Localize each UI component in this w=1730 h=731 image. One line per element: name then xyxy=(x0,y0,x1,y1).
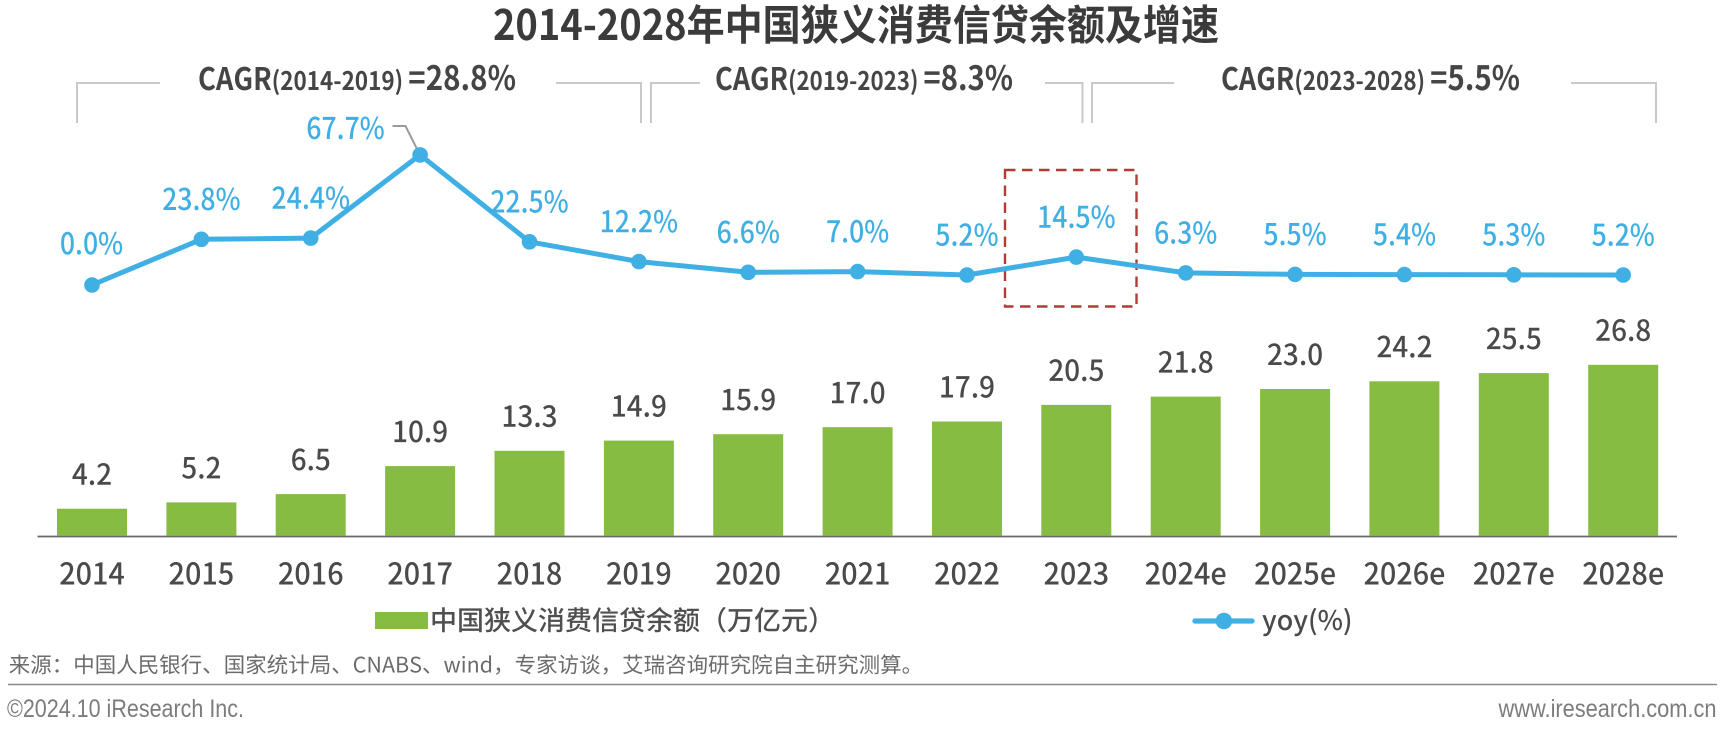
svg-text:www.iresearch.com.cn: www.iresearch.com.cn xyxy=(1498,695,1717,723)
svg-text:©2024.10 iResearch Inc.: ©2024.10 iResearch Inc. xyxy=(7,695,244,723)
